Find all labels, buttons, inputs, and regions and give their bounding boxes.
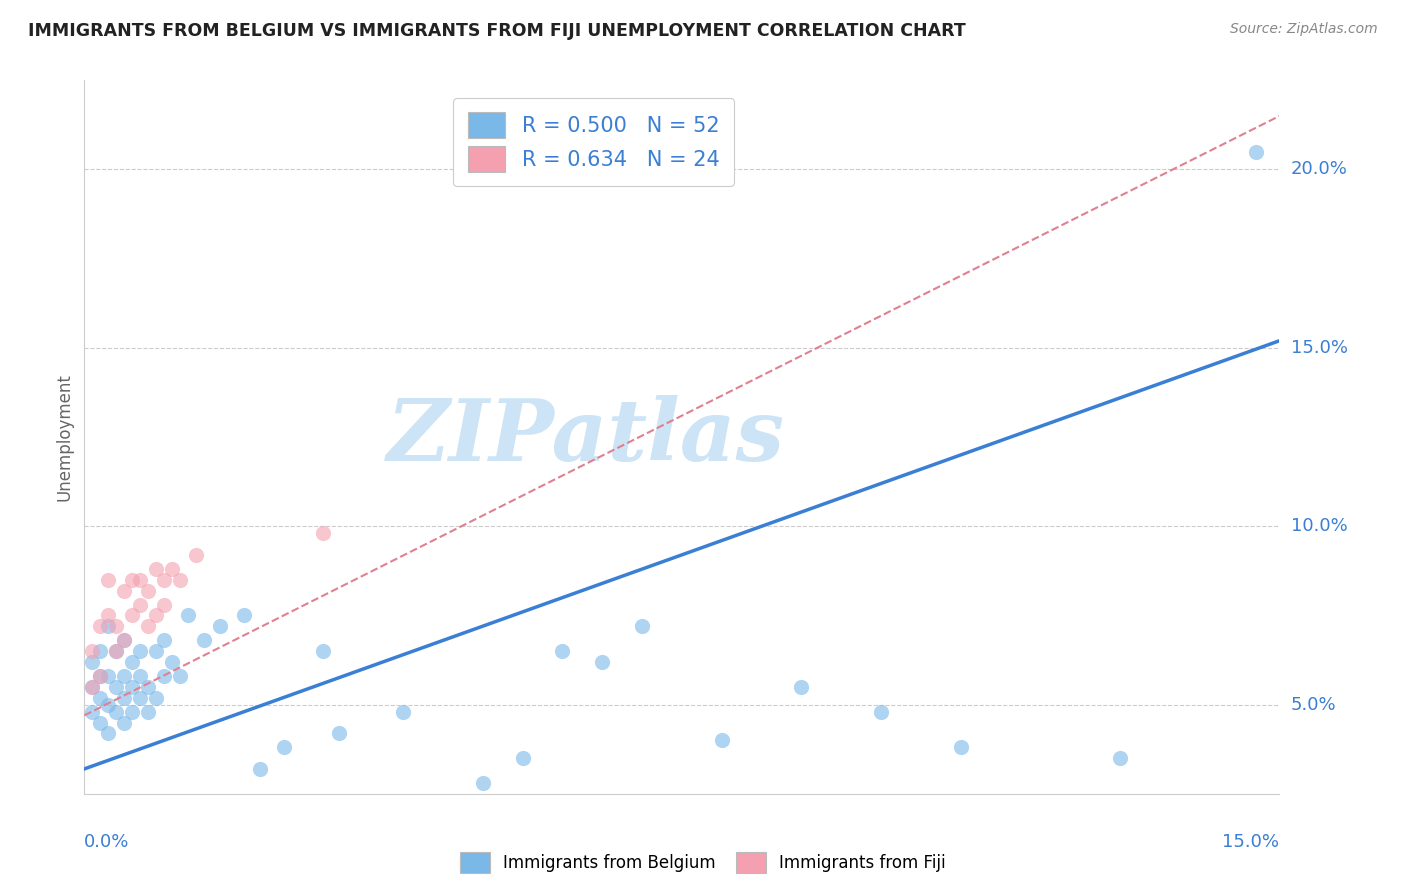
- Point: [193, 633, 215, 648]
- Point: [312, 644, 335, 658]
- Text: 15.0%: 15.0%: [1222, 833, 1279, 851]
- Point: [121, 573, 143, 587]
- Point: [1244, 145, 1267, 159]
- Point: [136, 680, 159, 694]
- Point: [184, 548, 207, 562]
- Point: [105, 619, 128, 633]
- Point: [105, 705, 128, 719]
- Point: [82, 644, 104, 658]
- Point: [89, 690, 111, 705]
- Point: [328, 726, 350, 740]
- Point: [129, 598, 152, 612]
- Point: [631, 619, 654, 633]
- Point: [97, 608, 120, 623]
- Point: [136, 583, 159, 598]
- Point: [97, 669, 120, 683]
- Point: [89, 619, 111, 633]
- Point: [129, 644, 152, 658]
- Point: [153, 633, 176, 648]
- Point: [232, 608, 254, 623]
- Point: [97, 573, 120, 587]
- Point: [105, 644, 128, 658]
- Point: [153, 669, 176, 683]
- Point: [145, 690, 167, 705]
- Point: [249, 762, 271, 776]
- Point: [551, 644, 574, 658]
- Point: [136, 619, 159, 633]
- Point: [145, 644, 167, 658]
- Point: [121, 655, 143, 669]
- Point: [112, 583, 135, 598]
- Text: 15.0%: 15.0%: [1291, 339, 1347, 357]
- Point: [82, 680, 104, 694]
- Point: [870, 705, 893, 719]
- Point: [82, 705, 104, 719]
- Point: [208, 619, 231, 633]
- Text: IMMIGRANTS FROM BELGIUM VS IMMIGRANTS FROM FIJI UNEMPLOYMENT CORRELATION CHART: IMMIGRANTS FROM BELGIUM VS IMMIGRANTS FR…: [28, 22, 966, 40]
- Text: Source: ZipAtlas.com: Source: ZipAtlas.com: [1230, 22, 1378, 37]
- Y-axis label: Unemployment: Unemployment: [55, 373, 73, 501]
- Point: [710, 733, 733, 747]
- Point: [392, 705, 415, 719]
- Point: [145, 608, 167, 623]
- Point: [97, 619, 120, 633]
- Point: [169, 573, 191, 587]
- Point: [471, 776, 494, 790]
- Point: [312, 526, 335, 541]
- Point: [160, 562, 183, 576]
- Text: 20.0%: 20.0%: [1291, 161, 1347, 178]
- Point: [112, 669, 135, 683]
- Point: [89, 669, 111, 683]
- Text: 10.0%: 10.0%: [1291, 517, 1347, 535]
- Point: [273, 740, 295, 755]
- Point: [153, 573, 176, 587]
- Point: [1109, 751, 1132, 765]
- Point: [97, 698, 120, 712]
- Point: [121, 608, 143, 623]
- Point: [112, 633, 135, 648]
- Point: [129, 573, 152, 587]
- Text: 5.0%: 5.0%: [1291, 696, 1336, 714]
- Point: [136, 705, 159, 719]
- Point: [160, 655, 183, 669]
- Point: [89, 669, 111, 683]
- Point: [112, 690, 135, 705]
- Point: [112, 633, 135, 648]
- Point: [129, 690, 152, 705]
- Point: [145, 562, 167, 576]
- Point: [105, 644, 128, 658]
- Point: [153, 598, 176, 612]
- Text: 0.0%: 0.0%: [84, 833, 129, 851]
- Point: [169, 669, 191, 683]
- Point: [949, 740, 972, 755]
- Point: [512, 751, 534, 765]
- Point: [129, 669, 152, 683]
- Point: [105, 680, 128, 694]
- Point: [121, 680, 143, 694]
- Legend: Immigrants from Belgium, Immigrants from Fiji: Immigrants from Belgium, Immigrants from…: [453, 846, 953, 880]
- Point: [89, 715, 111, 730]
- Point: [97, 726, 120, 740]
- Legend: R = 0.500   N = 52, R = 0.634   N = 24: R = 0.500 N = 52, R = 0.634 N = 24: [453, 98, 734, 186]
- Point: [121, 705, 143, 719]
- Point: [790, 680, 813, 694]
- Point: [591, 655, 613, 669]
- Point: [112, 715, 135, 730]
- Point: [82, 680, 104, 694]
- Point: [89, 644, 111, 658]
- Point: [177, 608, 200, 623]
- Text: ZIPatlas: ZIPatlas: [387, 395, 786, 479]
- Point: [82, 655, 104, 669]
